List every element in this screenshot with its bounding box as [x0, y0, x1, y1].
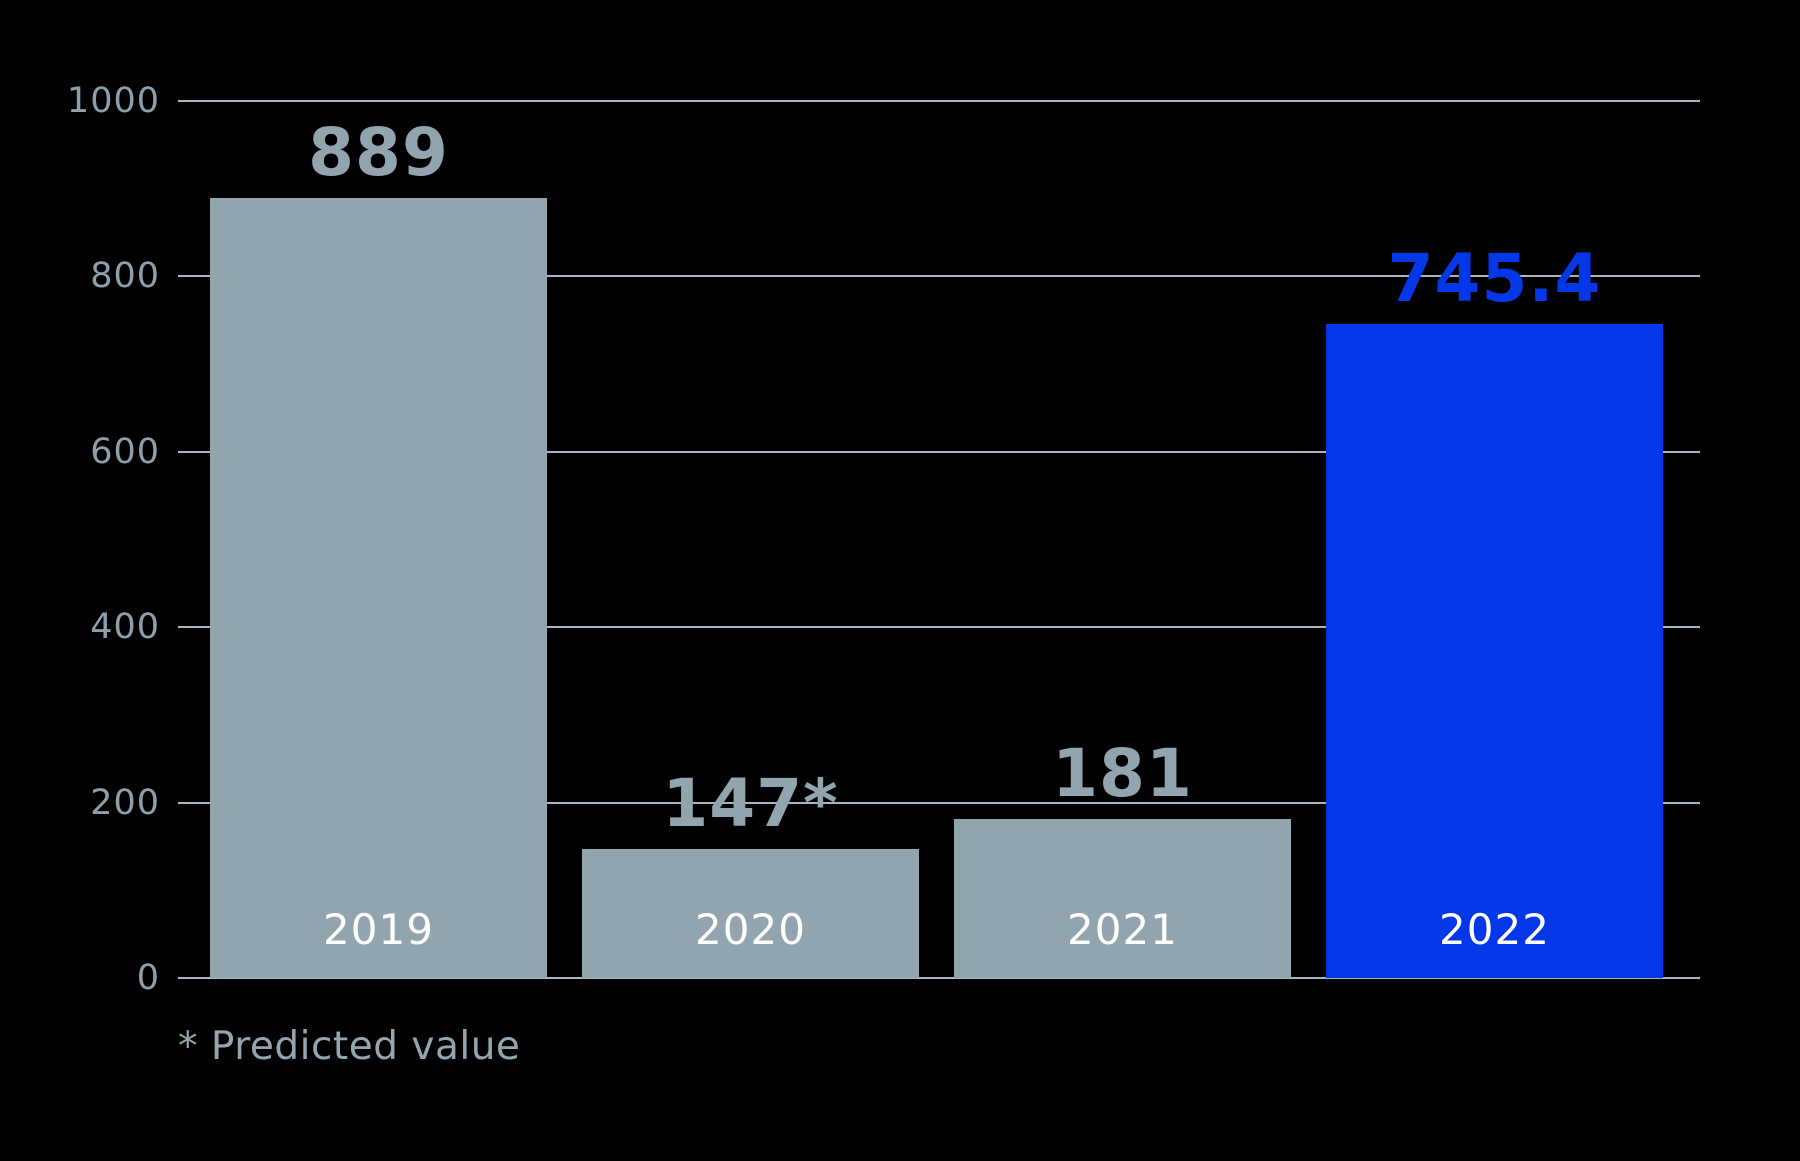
value-label-2022: 745.4: [1387, 240, 1602, 317]
gridline-y0: [178, 977, 1700, 979]
gridline-y400: [178, 626, 1700, 628]
gridline-y600: [178, 451, 1700, 453]
gridline-y800: [178, 275, 1700, 277]
category-label-2020: 2020: [695, 905, 806, 954]
category-label-2021: 2021: [1067, 905, 1178, 954]
gridline-y1000: [178, 100, 1700, 102]
y-axis-tick-label: 1000: [66, 81, 160, 121]
y-axis-tick-label: 200: [90, 783, 160, 823]
y-axis-tick-label: 600: [90, 432, 160, 472]
value-label-2021: 181: [1052, 735, 1193, 812]
bar-2022: 2022: [1326, 324, 1663, 978]
value-label-2020: 147*: [662, 765, 839, 842]
footnote: * Predicted value: [178, 1024, 521, 1069]
y-axis-tick-label: 800: [90, 256, 160, 296]
y-axis-tick-label: 400: [90, 607, 160, 647]
gridline-y200: [178, 802, 1700, 804]
bar-2019: 2019: [210, 198, 547, 978]
value-label-2019: 889: [308, 114, 449, 191]
bar-2020: 2020: [582, 849, 919, 978]
category-label-2019: 2019: [323, 905, 434, 954]
bar-2021: 2021: [954, 819, 1291, 978]
y-axis-tick-label: 0: [136, 958, 160, 998]
category-label-2022: 2022: [1439, 905, 1550, 954]
